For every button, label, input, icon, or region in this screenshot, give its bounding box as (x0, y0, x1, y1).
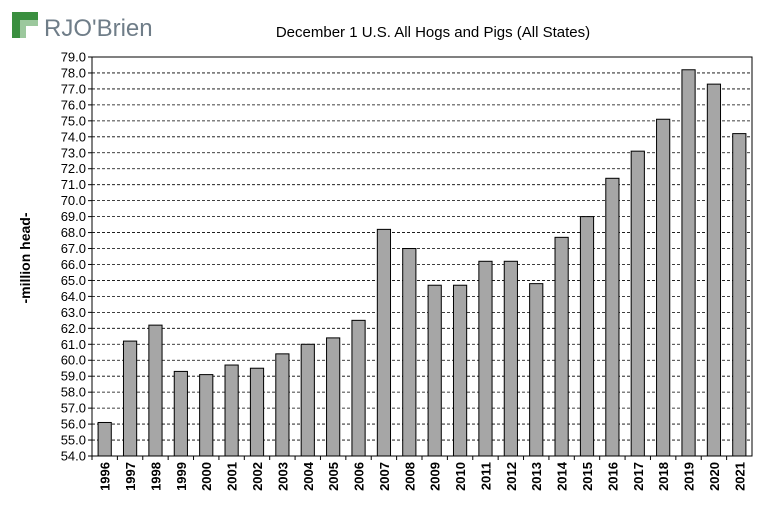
y-tick-label: 79.0 (61, 50, 86, 65)
y-tick-label: 61.0 (61, 337, 86, 352)
chart-title: December 1 U.S. All Hogs and Pigs (All S… (276, 24, 590, 41)
bar-1998 (148, 324, 163, 457)
y-tick-label: 75.0 (61, 113, 86, 128)
x-tick-label: 2001 (225, 462, 240, 491)
x-tick-label: 2007 (377, 462, 392, 491)
x-tick-label: 2011 (478, 462, 493, 490)
x-tick-label: 2015 (580, 462, 595, 491)
x-tick-label: 2009 (428, 462, 443, 491)
bar-1997 (122, 340, 138, 457)
bar-2011 (478, 260, 493, 457)
x-tick-label: 2004 (301, 461, 316, 491)
bar-2002 (249, 367, 265, 457)
bars (97, 69, 747, 457)
logo-mark-white (26, 26, 38, 38)
y-tick-labels: 54.055.056.057.058.059.060.061.062.063.0… (61, 50, 92, 464)
x-tick-label: 2010 (453, 462, 468, 491)
y-tick-label: 65.0 (61, 273, 86, 288)
bar-2010 (452, 284, 468, 457)
y-tick-label: 60.0 (61, 353, 86, 368)
rjobrien-logo: RJO'Brien (12, 12, 153, 42)
bar-2020 (706, 83, 722, 457)
y-tick-label: 69.0 (61, 209, 86, 224)
bar-2014 (554, 236, 569, 457)
x-tick-label: 1998 (148, 462, 163, 491)
y-tick-label: 73.0 (61, 145, 86, 160)
bar-2021 (732, 133, 747, 457)
x-tick-label: 1997 (123, 462, 138, 491)
bar-2001 (224, 364, 239, 457)
y-tick-label: 66.0 (61, 257, 86, 272)
y-tick-label: 68.0 (61, 225, 86, 240)
plot-frame (91, 56, 753, 457)
grid-lines (92, 72, 752, 441)
y-tick-label: 64.0 (61, 289, 86, 304)
y-tick-label: 54.0 (61, 449, 86, 464)
y-tick-label: 67.0 (61, 241, 86, 256)
x-tick-label: 2008 (402, 462, 417, 491)
y-tick-label: 56.0 (61, 417, 86, 432)
x-tick-labels: 1996 1997 1998 1999 2000 2001 2002 2003 2004 2005… (91, 456, 747, 491)
bar-2018 (656, 118, 671, 457)
y-tick-label: 76.0 (61, 97, 86, 112)
x-tick-label: 2021 (732, 462, 747, 491)
bar-2009 (427, 284, 442, 457)
y-tick-label: 58.0 (61, 385, 86, 400)
bar-2005 (326, 337, 341, 457)
bar-1996 (97, 421, 112, 457)
y-tick-label: 57.0 (61, 401, 86, 416)
bar-2006 (351, 319, 366, 457)
bar-2017 (630, 150, 645, 457)
y-tick-label: 62.0 (61, 321, 86, 336)
y-tick-label: 72.0 (61, 161, 86, 176)
bar-2012 (503, 260, 518, 457)
x-tick-label: 2013 (529, 462, 544, 491)
bar-2013 (529, 283, 544, 457)
x-tick-label: 2014 (555, 461, 570, 491)
x-tick-label: 2006 (352, 462, 367, 491)
x-tick-label: 2012 (504, 462, 519, 491)
x-tick-label: 1999 (174, 462, 189, 491)
y-tick-label: 78.0 (61, 65, 86, 80)
x-tick-label: 2019 (682, 462, 697, 491)
bar-2004 (300, 343, 315, 457)
y-tick-label: 77.0 (61, 81, 86, 96)
y-tick-label: 74.0 (61, 129, 86, 144)
y-tick-label: 55.0 (61, 433, 86, 448)
y-axis-label: -million head- (17, 212, 33, 303)
x-tick-label: 2018 (656, 462, 671, 491)
bar-2003 (275, 353, 290, 457)
bar-2019 (681, 69, 696, 457)
y-tick-label: 71.0 (61, 177, 86, 192)
y-tick-label: 70.0 (61, 193, 86, 208)
x-tick-label: 2000 (199, 462, 214, 491)
bar-1999 (173, 370, 188, 457)
brand-name: RJO'Brien (44, 15, 153, 42)
x-tick-label: 2002 (250, 462, 265, 491)
x-tick-label: 2020 (707, 462, 722, 491)
bar-2000 (199, 374, 214, 457)
x-tick-label: 2017 (631, 462, 646, 491)
bar-2016 (605, 177, 620, 457)
bar-2007 (376, 228, 392, 457)
y-tick-label: 63.0 (61, 305, 86, 320)
bar-2015 (579, 216, 595, 457)
bar-2008 (402, 248, 417, 457)
x-tick-label: 1996 (98, 462, 113, 491)
x-tick-label: 2003 (275, 462, 290, 491)
y-tick-label: 59.0 (61, 369, 86, 384)
x-tick-label: 2005 (326, 462, 341, 491)
x-tick-label: 2016 (605, 462, 620, 491)
